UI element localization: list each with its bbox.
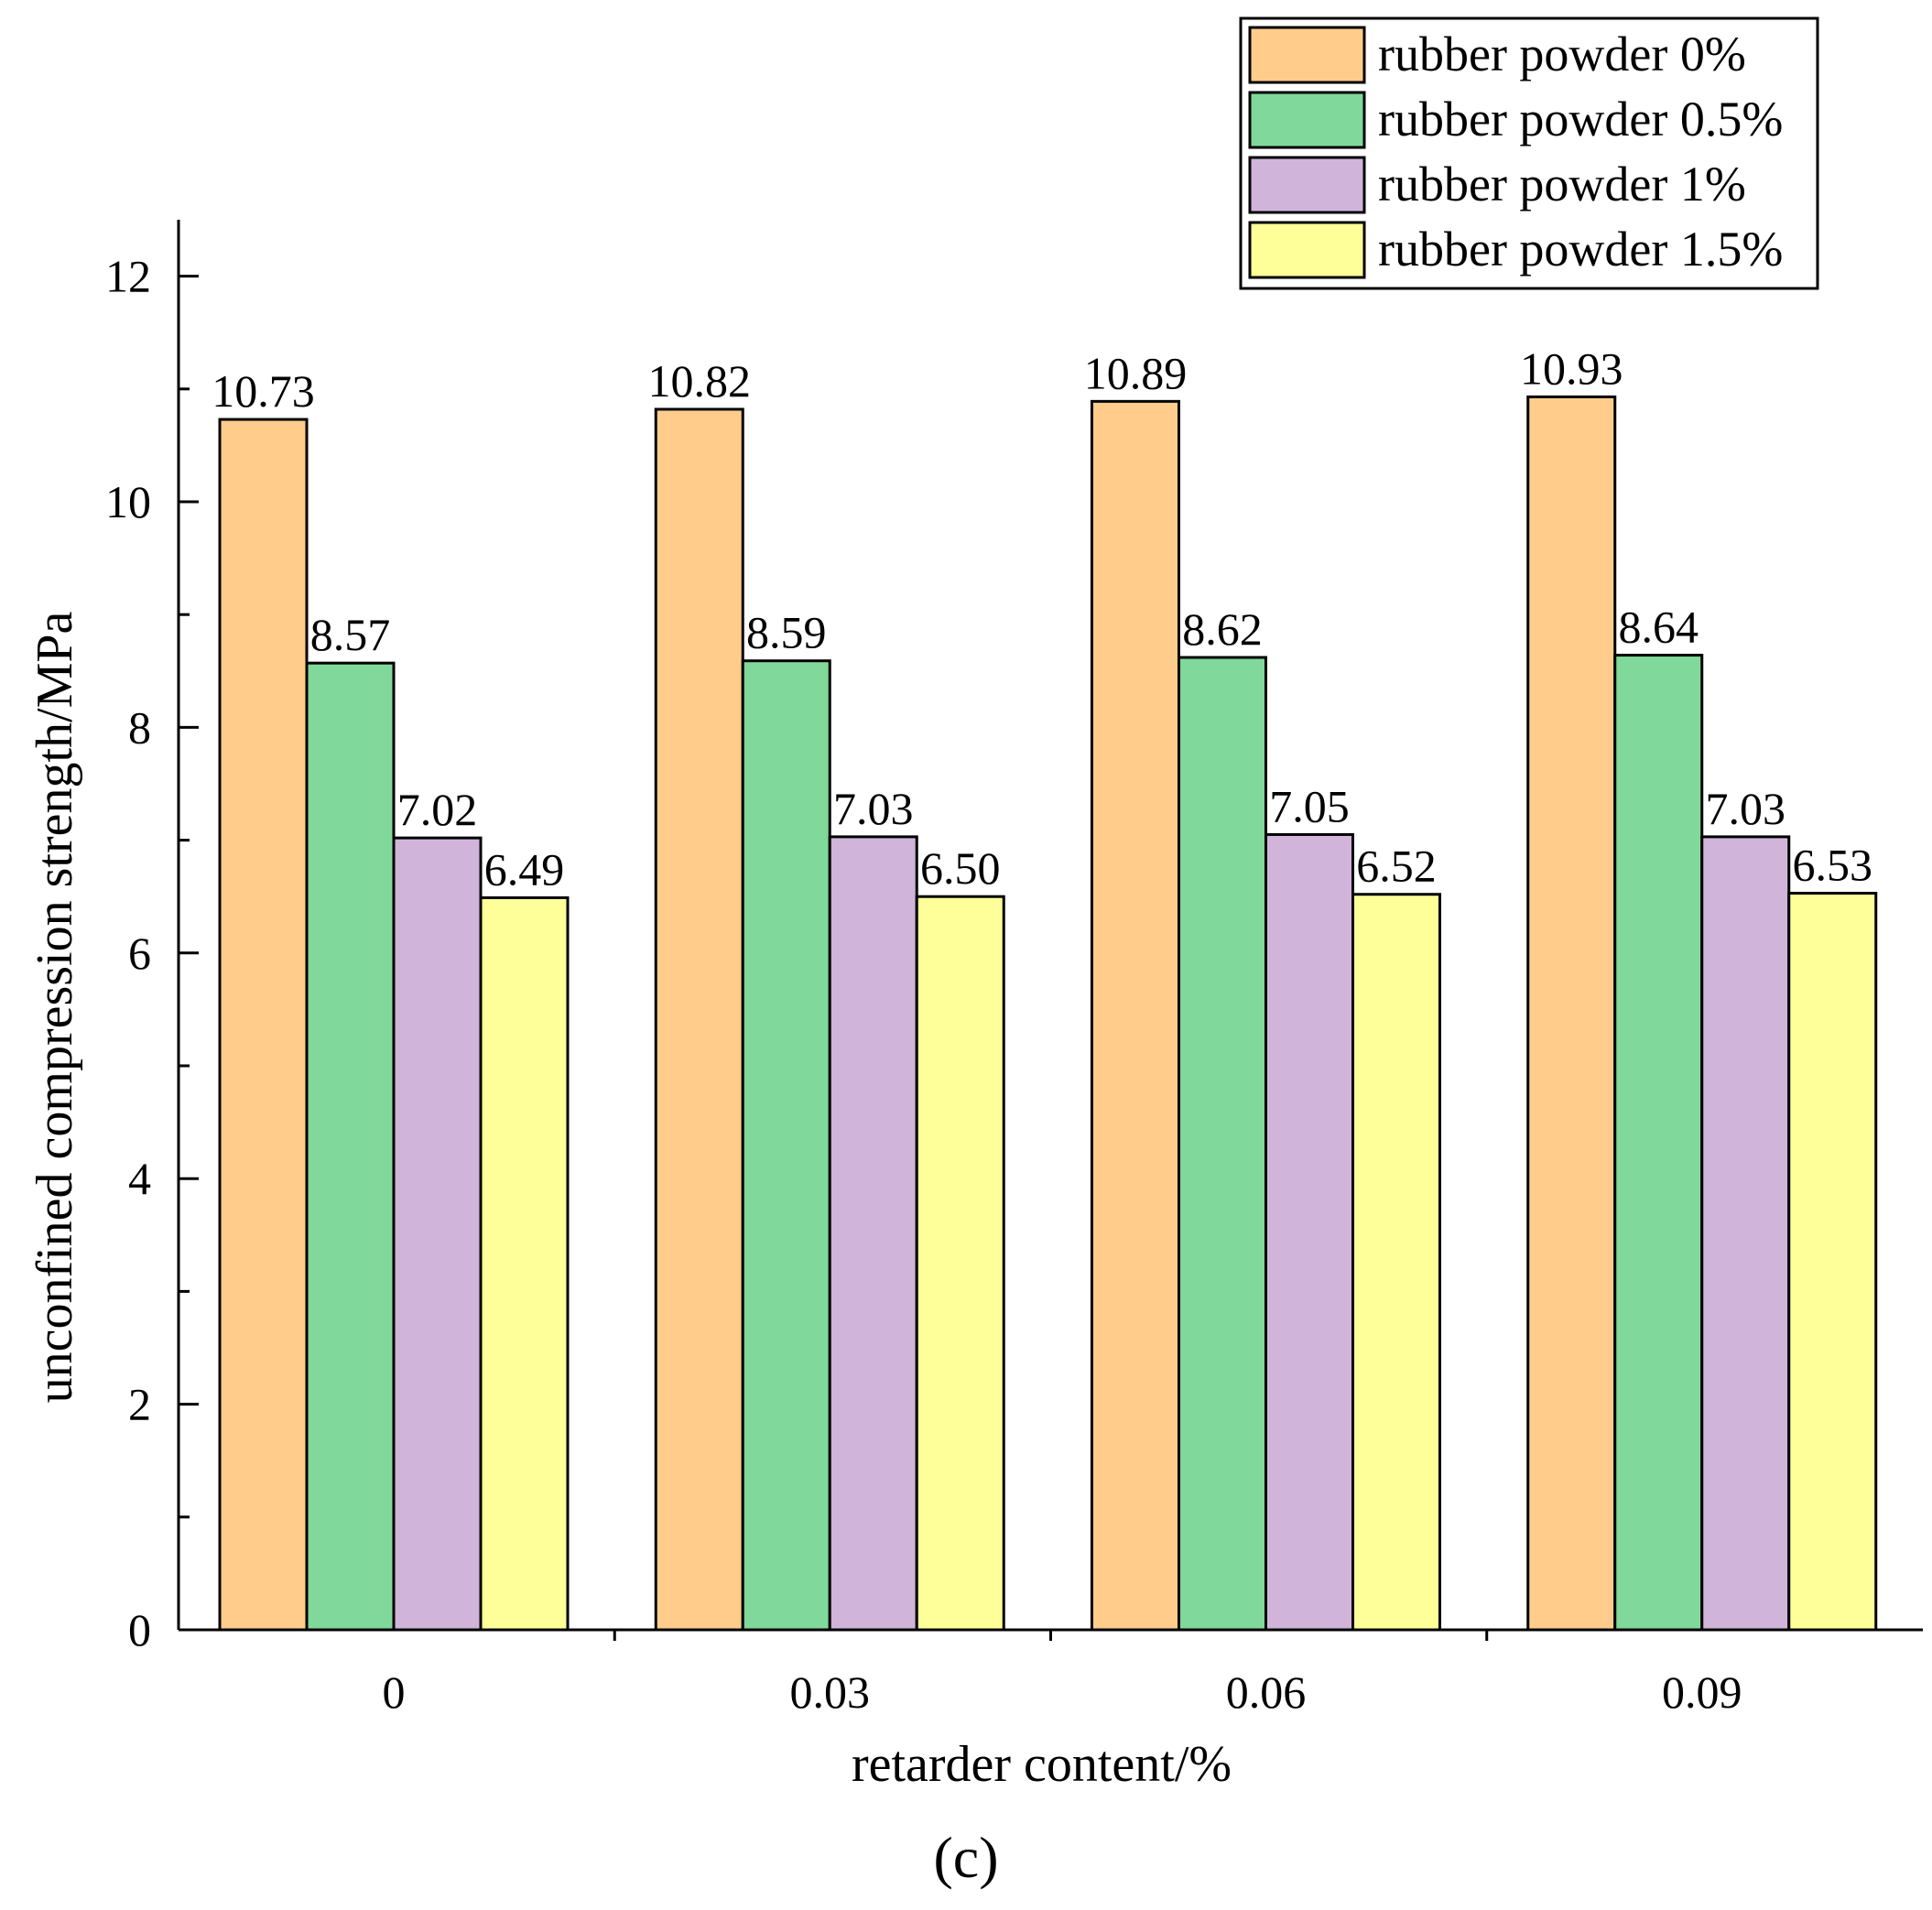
data-labels-layer: 10.738.577.026.4910.828.597.036.5010.898… (212, 342, 1872, 895)
data-label: 6.49 (484, 843, 565, 895)
data-label: 7.03 (1706, 783, 1786, 834)
bar-4-0.03 (915, 895, 1005, 1632)
bar-3-0 (392, 836, 483, 1632)
y-tick-label: 2 (128, 1379, 151, 1430)
data-label: 8.57 (310, 609, 391, 660)
legend-swatch (1248, 156, 1366, 214)
x-tick-label: 0.06 (1226, 1666, 1307, 1718)
legend-label: rubber powder 0% (1378, 27, 1746, 81)
bar-2-0.06 (1178, 656, 1267, 1632)
data-label: 7.05 (1269, 780, 1350, 831)
legend-swatch (1248, 91, 1366, 149)
data-label: 8.59 (746, 607, 827, 658)
x-tick-label: 0.03 (790, 1666, 871, 1718)
bars-layer (218, 395, 1878, 1632)
y-tick-label: 0 (128, 1604, 151, 1655)
bar-4-0.09 (1787, 892, 1878, 1632)
data-label: 10.89 (1084, 347, 1188, 398)
x-tick-label: 0 (383, 1666, 406, 1718)
bar-3-0.06 (1264, 832, 1354, 1632)
panel-label: (c) (933, 1825, 998, 1890)
bar-2-0 (305, 661, 396, 1632)
data-label: 7.03 (833, 783, 914, 834)
legend-swatch (1248, 221, 1366, 279)
data-label: 6.52 (1356, 841, 1437, 892)
axes-layer: 0 2 4 6 8 10 12 0 0.03 0.06 0.09 (105, 220, 1923, 1718)
y-tick-label: 10 (105, 476, 151, 527)
y-tick-label: 6 (128, 928, 151, 979)
data-label: 10.93 (1520, 342, 1623, 394)
legend-swatch (1248, 26, 1366, 84)
legend: rubber powder 0% rubber powder 0.5% rubber… (1239, 16, 1819, 290)
data-label: 10.73 (212, 365, 315, 417)
data-label: 8.64 (1619, 602, 1699, 653)
x-axis-title: retarder content/% (852, 1736, 1232, 1793)
bar-1-0.06 (1091, 399, 1180, 1632)
y-axis-title: unconfined compression strength/MPa (27, 611, 83, 1403)
x-tick-label: 0.09 (1662, 1666, 1742, 1718)
data-label: 10.82 (648, 355, 752, 407)
data-label: 6.53 (1793, 840, 1873, 891)
y-tick-label: 8 (128, 701, 151, 753)
bar-3-0.09 (1700, 835, 1791, 1632)
data-label: 7.02 (397, 784, 478, 835)
y-tick-label: 4 (128, 1153, 151, 1204)
bar-3-0.03 (828, 835, 918, 1632)
bar-2-0.09 (1613, 654, 1704, 1632)
data-label: 8.62 (1182, 603, 1263, 655)
bar-2-0.03 (741, 659, 831, 1632)
data-label: 6.50 (920, 842, 1001, 894)
y-tick-label: 12 (105, 251, 151, 302)
bar-1-0.03 (654, 407, 744, 1632)
legend-label: rubber powder 1% (1378, 157, 1746, 212)
bar-1-0 (218, 418, 309, 1632)
legend-label: rubber powder 1.5% (1378, 222, 1783, 277)
bar-4-0 (479, 895, 570, 1632)
bar-1-0.09 (1526, 395, 1617, 1632)
bar-4-0.06 (1351, 893, 1441, 1632)
legend-label: rubber powder 0.5% (1378, 92, 1783, 147)
